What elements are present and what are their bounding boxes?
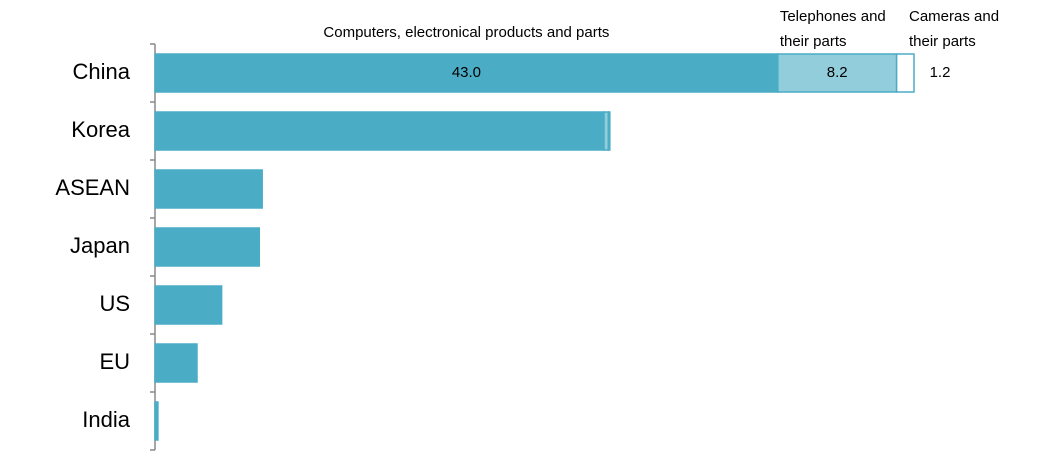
series-header: Telephones and their parts — [779, 8, 886, 50]
series-header: Cameras and their parts — [909, 8, 1000, 50]
data-label: 1.2 — [930, 64, 951, 81]
category-label: EU — [99, 349, 130, 374]
bar-segment — [154, 343, 198, 383]
series-header: Computers, electronical products and par… — [323, 24, 610, 41]
bar-segment — [895, 53, 915, 93]
category-label: Korea — [71, 117, 130, 142]
data-label: 43.0 — [452, 64, 481, 81]
bar-segment — [154, 169, 263, 209]
category-label: ASEAN — [55, 175, 130, 200]
bar-segment — [154, 227, 261, 267]
bar-segment — [154, 401, 159, 441]
bar-segment — [607, 111, 611, 151]
data-label: 8.2 — [827, 64, 848, 81]
bar-segment — [154, 111, 605, 151]
category-label: India — [82, 407, 130, 432]
category-label: US — [99, 291, 130, 316]
bar-segment — [154, 285, 223, 325]
category-label: China — [73, 59, 131, 84]
category-label: Japan — [70, 233, 130, 258]
bar-segment — [777, 53, 898, 93]
